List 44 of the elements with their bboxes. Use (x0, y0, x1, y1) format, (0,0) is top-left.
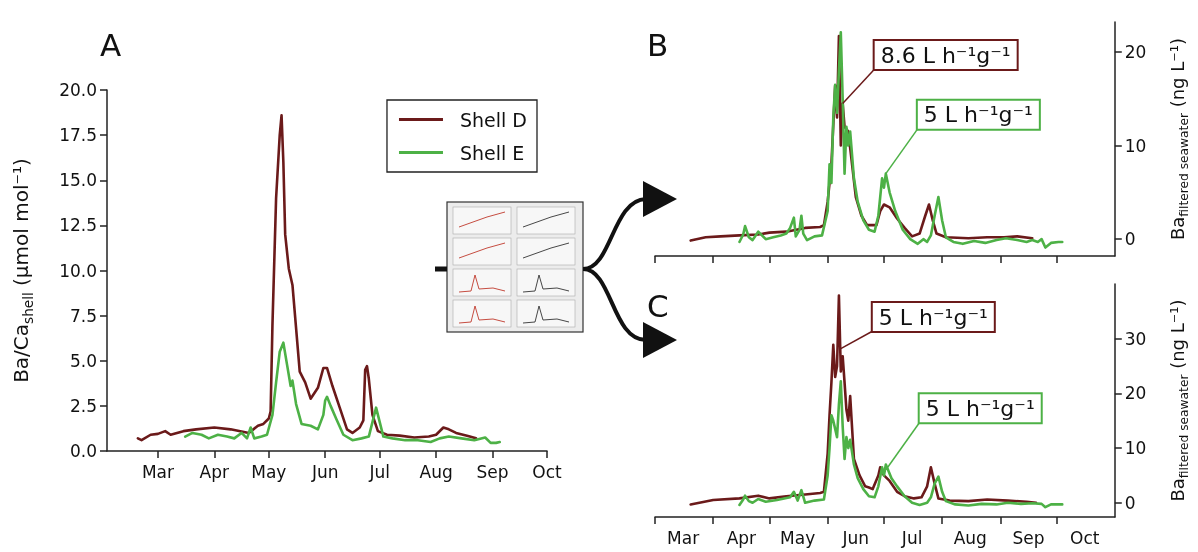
y-tick-label: 5.0 (69, 350, 97, 371)
y-tick-label: 0 (1124, 229, 1136, 250)
x-tick-label: Mar (141, 461, 174, 482)
annotation: 5 L h⁻¹g⁻¹ (923, 102, 1033, 128)
chart-title: C (647, 287, 669, 324)
x-tick-label: Mar (667, 527, 700, 548)
x-tick-label: Apr (726, 527, 757, 548)
annotation: 8.6 L h⁻¹g⁻¹ (880, 42, 1011, 68)
y-axis-title: Bafiltered seawater (ng L⁻¹) (1166, 37, 1191, 241)
y-tick-label: 12.5 (59, 215, 97, 236)
x-tick-label: Aug (953, 527, 987, 548)
annotation: 5 L h⁻¹g⁻¹ (925, 395, 1035, 421)
x-tick-label: Oct (532, 461, 563, 482)
y-tick-label: 0 (1124, 492, 1136, 513)
y-tick-label: 7.5 (69, 305, 97, 326)
x-tick-label: Jul (900, 527, 923, 548)
y-tick-label: 20 (1124, 41, 1147, 62)
y-tick-label: 10 (1124, 438, 1147, 459)
y-axis-title: Ba/Cashell (μmol mol⁻¹) (9, 158, 36, 383)
chart-title: A (100, 26, 122, 63)
y-tick-label: 10 (1124, 135, 1147, 156)
x-tick-label: May (251, 461, 287, 482)
x-tick-label: Jul (368, 461, 390, 482)
x-tick-label: Sep (476, 461, 509, 482)
chart-title: B (647, 26, 669, 63)
y-axis-title: Bafiltered seawater (ng L⁻¹) (1166, 299, 1191, 502)
y-tick-label: 17.5 (59, 125, 97, 146)
legend-label: Shell D (459, 108, 528, 131)
y-tick-label: 20 (1124, 383, 1147, 404)
y-tick-label: 10.0 (59, 260, 97, 281)
x-tick-label: Sep (1012, 527, 1045, 548)
annotation: 5 L h⁻¹g⁻¹ (878, 304, 988, 330)
y-tick-label: 30 (1124, 328, 1147, 349)
x-tick-label: Jun (841, 527, 870, 548)
y-tick-label: 20.0 (59, 80, 97, 100)
x-tick-label: Jun (310, 461, 339, 482)
legend-label: Shell E (459, 141, 525, 164)
y-tick-label: 2.5 (69, 395, 97, 416)
x-tick-label: Apr (199, 461, 229, 482)
x-tick-label: Oct (1070, 527, 1100, 548)
x-tick-label: Aug (419, 461, 453, 482)
x-tick-label: May (780, 527, 816, 548)
y-tick-label: 0.0 (69, 441, 97, 461)
y-tick-label: 15.0 (59, 170, 97, 191)
